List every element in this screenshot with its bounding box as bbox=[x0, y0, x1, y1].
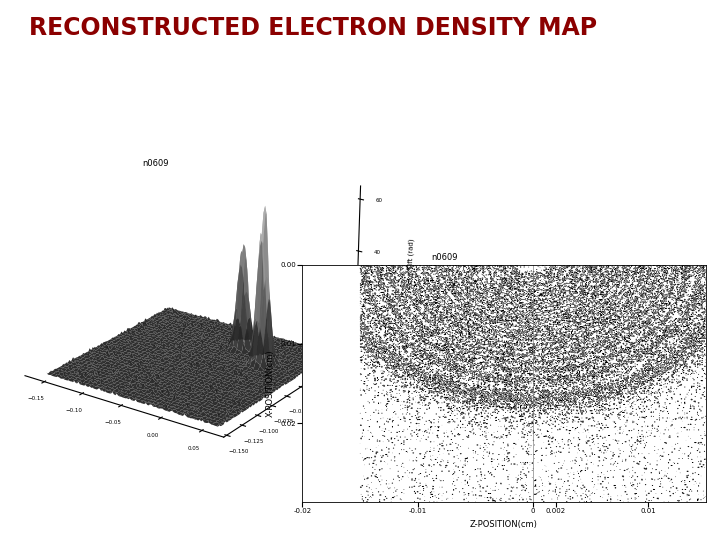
Text: n0609: n0609 bbox=[143, 159, 168, 168]
Y-axis label: X-POSITION(cm): X-POSITION(cm) bbox=[266, 349, 275, 417]
Text: RECONSTRUCTED ELECTRON DENSITY MAP: RECONSTRUCTED ELECTRON DENSITY MAP bbox=[29, 16, 597, 40]
X-axis label: Z-POSITION(cm): Z-POSITION(cm) bbox=[470, 520, 538, 529]
Text: n0609: n0609 bbox=[431, 253, 458, 262]
